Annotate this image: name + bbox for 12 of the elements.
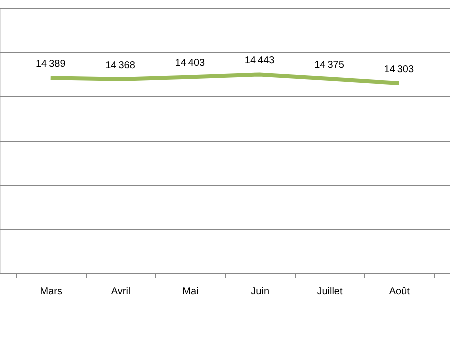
x-tick-label: Mai (182, 286, 199, 298)
data-label: 14 368 (106, 60, 136, 72)
x-tick-label: Juin (251, 286, 270, 298)
data-label: 14 389 (36, 59, 66, 70)
x-tick-label: Juillet (317, 286, 343, 298)
x-tick-label: Août (389, 286, 410, 298)
data-label: 14 443 (244, 56, 276, 67)
data-label: 14 303 (384, 64, 414, 76)
x-tick-label: Avril (111, 286, 131, 298)
x-tick-label: Mars (40, 286, 62, 298)
data-label: 14 403 (175, 58, 206, 70)
data-label: 14 375 (314, 60, 345, 71)
